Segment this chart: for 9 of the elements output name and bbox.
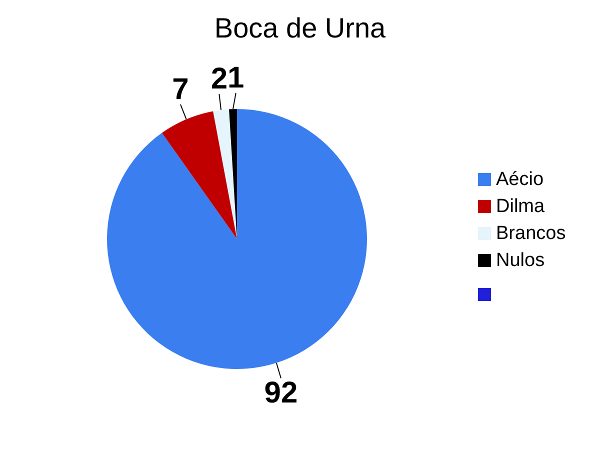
data-label: 2 bbox=[210, 62, 228, 96]
data-label: 1 bbox=[228, 62, 244, 95]
legend-label: Nulos bbox=[496, 250, 545, 271]
legend-label: Dilma bbox=[496, 196, 545, 217]
legend-label: Aécio bbox=[496, 169, 544, 190]
data-label: 7 bbox=[172, 72, 189, 106]
legend-label: Brancos bbox=[496, 223, 566, 244]
chart-title: Boca de Urna bbox=[214, 12, 386, 44]
data-label: 92 bbox=[264, 376, 298, 410]
